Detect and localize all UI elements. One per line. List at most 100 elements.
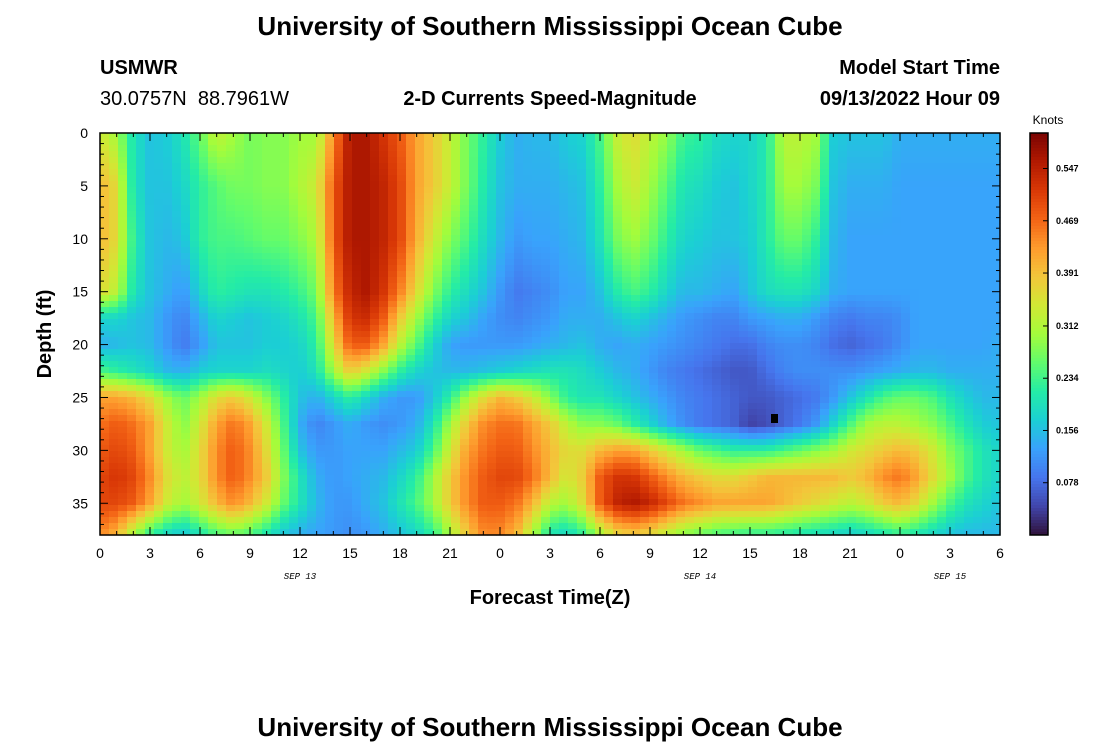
heatmap-cell <box>460 427 470 434</box>
heatmap-cell <box>901 199 911 206</box>
heatmap-cell <box>982 211 992 218</box>
heatmap-cell <box>433 289 443 296</box>
heatmap-cell <box>622 379 632 386</box>
heatmap-cell <box>199 211 209 218</box>
heatmap-cell <box>622 385 632 392</box>
heatmap-cell <box>892 169 902 176</box>
heatmap-cell <box>109 397 119 404</box>
heatmap-cell <box>388 397 398 404</box>
heatmap-cell <box>442 325 452 332</box>
heatmap-cell <box>298 361 308 368</box>
heatmap-cell <box>631 337 641 344</box>
heatmap-cell <box>730 205 740 212</box>
heatmap-cell <box>559 373 569 380</box>
heatmap-cell <box>892 301 902 308</box>
heatmap-cell <box>577 343 587 350</box>
heatmap-cell <box>964 133 974 140</box>
heatmap-cell <box>649 409 659 416</box>
heatmap-cell <box>973 397 983 404</box>
heatmap-cell <box>784 211 794 218</box>
heatmap-cell <box>253 355 263 362</box>
heatmap-cell <box>190 283 200 290</box>
heatmap-cell <box>370 391 380 398</box>
heatmap-cell <box>775 295 785 302</box>
heatmap-cell <box>658 205 668 212</box>
heatmap-cell <box>361 415 371 422</box>
heatmap-cell <box>901 313 911 320</box>
heatmap-cell <box>307 331 317 338</box>
heatmap-cell <box>307 313 317 320</box>
heatmap-cell <box>271 361 281 368</box>
heatmap-cell <box>586 157 596 164</box>
heatmap-cell <box>244 205 254 212</box>
heatmap-cell <box>478 163 488 170</box>
heatmap-cell <box>424 265 434 272</box>
heatmap-cell <box>352 367 362 374</box>
heatmap-cell <box>865 331 875 338</box>
heatmap-cell <box>244 163 254 170</box>
heatmap-cell <box>739 265 749 272</box>
heatmap-cell <box>586 169 596 176</box>
heatmap-cell <box>910 361 920 368</box>
heatmap-cell <box>523 373 533 380</box>
heatmap-cell <box>748 289 758 296</box>
heatmap-cell <box>775 307 785 314</box>
heatmap-cell <box>253 421 263 428</box>
heatmap-cell <box>442 313 452 320</box>
heatmap-cell <box>739 337 749 344</box>
heatmap-cell <box>514 187 524 194</box>
heatmap-cell <box>127 325 137 332</box>
heatmap-cell <box>559 295 569 302</box>
heatmap-cell <box>199 271 209 278</box>
heatmap-cell <box>703 277 713 284</box>
heatmap-cell <box>631 421 641 428</box>
heatmap-cell <box>955 187 965 194</box>
heatmap-cell <box>469 427 479 434</box>
heatmap-cell <box>154 199 164 206</box>
heatmap-cell <box>595 163 605 170</box>
heatmap-cell <box>541 313 551 320</box>
heatmap-cell <box>865 319 875 326</box>
heatmap-cell <box>505 151 515 158</box>
heatmap-cell <box>379 391 389 398</box>
heatmap-cell <box>361 421 371 428</box>
heatmap-cell <box>649 175 659 182</box>
heatmap-cell <box>343 307 353 314</box>
heatmap-cell <box>226 397 236 404</box>
heatmap-cell <box>253 187 263 194</box>
heatmap-cell <box>694 235 704 242</box>
heatmap-cell <box>712 409 722 416</box>
heatmap-cell <box>748 199 758 206</box>
heatmap-cell <box>658 289 668 296</box>
heatmap-cell <box>217 241 227 248</box>
heatmap-cell <box>505 367 515 374</box>
heatmap-cell <box>541 271 551 278</box>
heatmap-cell <box>379 337 389 344</box>
heatmap-cell <box>523 307 533 314</box>
heatmap-cell <box>937 193 947 200</box>
heatmap-cell <box>415 217 425 224</box>
heatmap-cell <box>460 253 470 260</box>
heatmap-cell <box>838 397 848 404</box>
heatmap-cell <box>721 211 731 218</box>
heatmap-cell <box>685 355 695 362</box>
heatmap-cell <box>730 175 740 182</box>
heatmap-cell <box>937 301 947 308</box>
heatmap-cell <box>847 361 857 368</box>
heatmap-cell <box>595 319 605 326</box>
heatmap-cell <box>667 355 677 362</box>
heatmap-cell <box>487 247 497 254</box>
heatmap-cell <box>478 175 488 182</box>
heatmap-cell <box>604 235 614 242</box>
heatmap-cell <box>595 367 605 374</box>
heatmap-cell <box>712 241 722 248</box>
heatmap-cell <box>298 271 308 278</box>
heatmap-cell <box>181 283 191 290</box>
heatmap-cell <box>847 193 857 200</box>
heatmap-cell <box>199 331 209 338</box>
heatmap-cell <box>163 271 173 278</box>
heatmap-cell <box>622 421 632 428</box>
heatmap-cell <box>379 241 389 248</box>
heatmap-cell <box>955 337 965 344</box>
heatmap-cell <box>622 133 632 140</box>
